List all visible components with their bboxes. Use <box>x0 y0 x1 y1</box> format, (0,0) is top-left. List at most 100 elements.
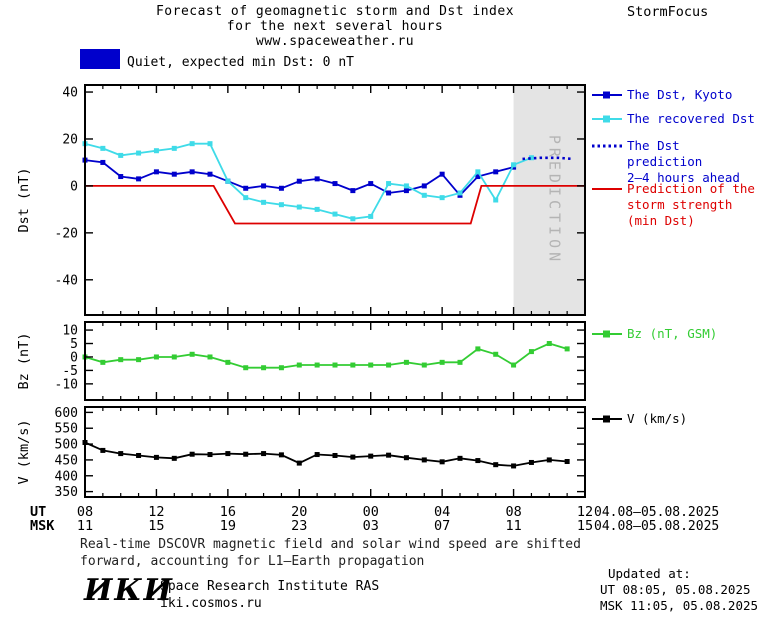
series-marker <box>332 181 338 187</box>
ut-tick-label: 00 <box>363 504 379 520</box>
series-line <box>84 142 532 220</box>
y-tick-label: 20 <box>62 132 78 147</box>
y-tick-label: -20 <box>55 226 78 241</box>
dotted-prediction-line-icon <box>592 144 622 148</box>
site-url: www.spaceweather.ru <box>255 34 415 49</box>
series-marker <box>278 202 284 208</box>
ut-tick-label: 08 <box>505 504 521 520</box>
series-marker <box>278 365 284 371</box>
series-marker <box>225 359 231 365</box>
series-marker <box>171 455 177 461</box>
msk-tick-label: 23 <box>291 518 307 534</box>
series-marker <box>564 346 570 352</box>
series-marker <box>207 141 213 147</box>
series-marker <box>100 359 106 365</box>
series-marker <box>314 362 320 368</box>
series-marker <box>243 451 249 457</box>
ut-tick-label: 08 <box>77 504 93 520</box>
propagation-note: Real-time DSCOVR magnetic field and sola… <box>80 536 581 570</box>
y-tick-label: -5 <box>62 364 78 379</box>
msk-tick-label: 15 <box>577 518 593 534</box>
series-line <box>85 184 585 225</box>
ut-tick-label: 20 <box>291 504 307 520</box>
series-marker <box>171 145 177 151</box>
red-line-icon <box>592 188 622 190</box>
series-marker <box>278 452 284 458</box>
updated-at-label: Updated at: <box>608 566 691 581</box>
series-marker <box>171 354 177 360</box>
series-marker <box>189 451 195 457</box>
series-marker <box>528 459 534 465</box>
series-marker <box>403 183 409 189</box>
legend-recovered: The recovered Dst <box>592 111 755 127</box>
v-marker-icon <box>592 415 622 423</box>
series-marker <box>171 171 177 177</box>
legend-v: V (km/s) <box>592 411 687 427</box>
y-axis-title: V (km/s) <box>16 419 32 484</box>
plot-frame <box>84 84 586 316</box>
series-marker <box>386 452 392 458</box>
series-marker <box>261 365 267 371</box>
series-marker <box>118 152 124 158</box>
msk-row-label: MSK <box>30 518 55 534</box>
series-marker <box>207 171 213 177</box>
y-tick-label: 0 <box>70 350 78 365</box>
msk-tick-label: 15 <box>148 518 164 534</box>
y-tick-label: 450 <box>55 453 78 468</box>
series-marker <box>493 169 499 175</box>
series-marker <box>546 457 552 463</box>
legend-dst-kyoto: The Dst, Kyoto <box>592 87 732 103</box>
series-marker <box>243 185 249 191</box>
series-marker <box>225 178 231 184</box>
series-marker <box>386 181 392 187</box>
series-marker <box>243 365 249 371</box>
page-title-line: Forecast of geomagnetic storm and Dst in… <box>155 4 515 19</box>
series-marker <box>457 190 463 196</box>
series-marker <box>403 188 409 194</box>
series-line <box>84 342 568 369</box>
series-marker <box>189 169 195 175</box>
note-line: forward, accounting for L1–Earth propaga… <box>80 554 425 569</box>
series-marker <box>457 359 463 365</box>
series-marker <box>528 155 534 161</box>
series-marker <box>564 459 570 465</box>
series-marker <box>314 206 320 212</box>
updated-ut: UT 08:05, 05.08.2025 <box>600 582 751 597</box>
series-marker <box>207 354 213 360</box>
y-tick-label: 350 <box>55 485 78 500</box>
msk-tick-label: 11 <box>505 518 521 534</box>
series-marker <box>368 213 374 219</box>
legend-bz: Bz (nT, GSM) <box>592 326 717 342</box>
legend-label: (min Dst) <box>627 213 695 228</box>
iki-logo: ИКИ <box>84 573 174 608</box>
updated-msk: MSK 11:05, 05.08.2025 <box>600 598 759 613</box>
y-axis-title: Bz (nT) <box>16 333 32 390</box>
series-marker <box>528 349 534 355</box>
series-marker <box>153 454 159 460</box>
series-marker <box>136 150 142 156</box>
series-marker <box>350 216 356 222</box>
x-axis-labels: UTMSK0811121516192023000304070811121504.… <box>30 504 719 534</box>
series-marker <box>332 362 338 368</box>
ut-tick-label: 12 <box>148 504 164 520</box>
legend-label: Prediction of the <box>627 181 755 196</box>
series-marker <box>457 455 463 461</box>
series-marker <box>439 195 445 201</box>
series-marker <box>439 359 445 365</box>
series-marker <box>136 176 142 182</box>
series-marker <box>511 162 517 168</box>
series-marker <box>225 451 231 457</box>
ut-row-label: UT <box>30 504 46 520</box>
series-marker <box>314 452 320 458</box>
legend-label: The Dst, Kyoto <box>627 87 733 102</box>
y-tick-label: 0 <box>70 179 78 194</box>
dst-kyoto-marker-icon <box>592 91 622 99</box>
series-marker <box>261 199 267 205</box>
series-marker <box>153 169 159 175</box>
series-marker <box>386 362 392 368</box>
series-marker <box>153 148 159 154</box>
series-marker <box>136 452 142 458</box>
note-line: Real-time DSCOVR magnetic field and sola… <box>80 537 581 552</box>
